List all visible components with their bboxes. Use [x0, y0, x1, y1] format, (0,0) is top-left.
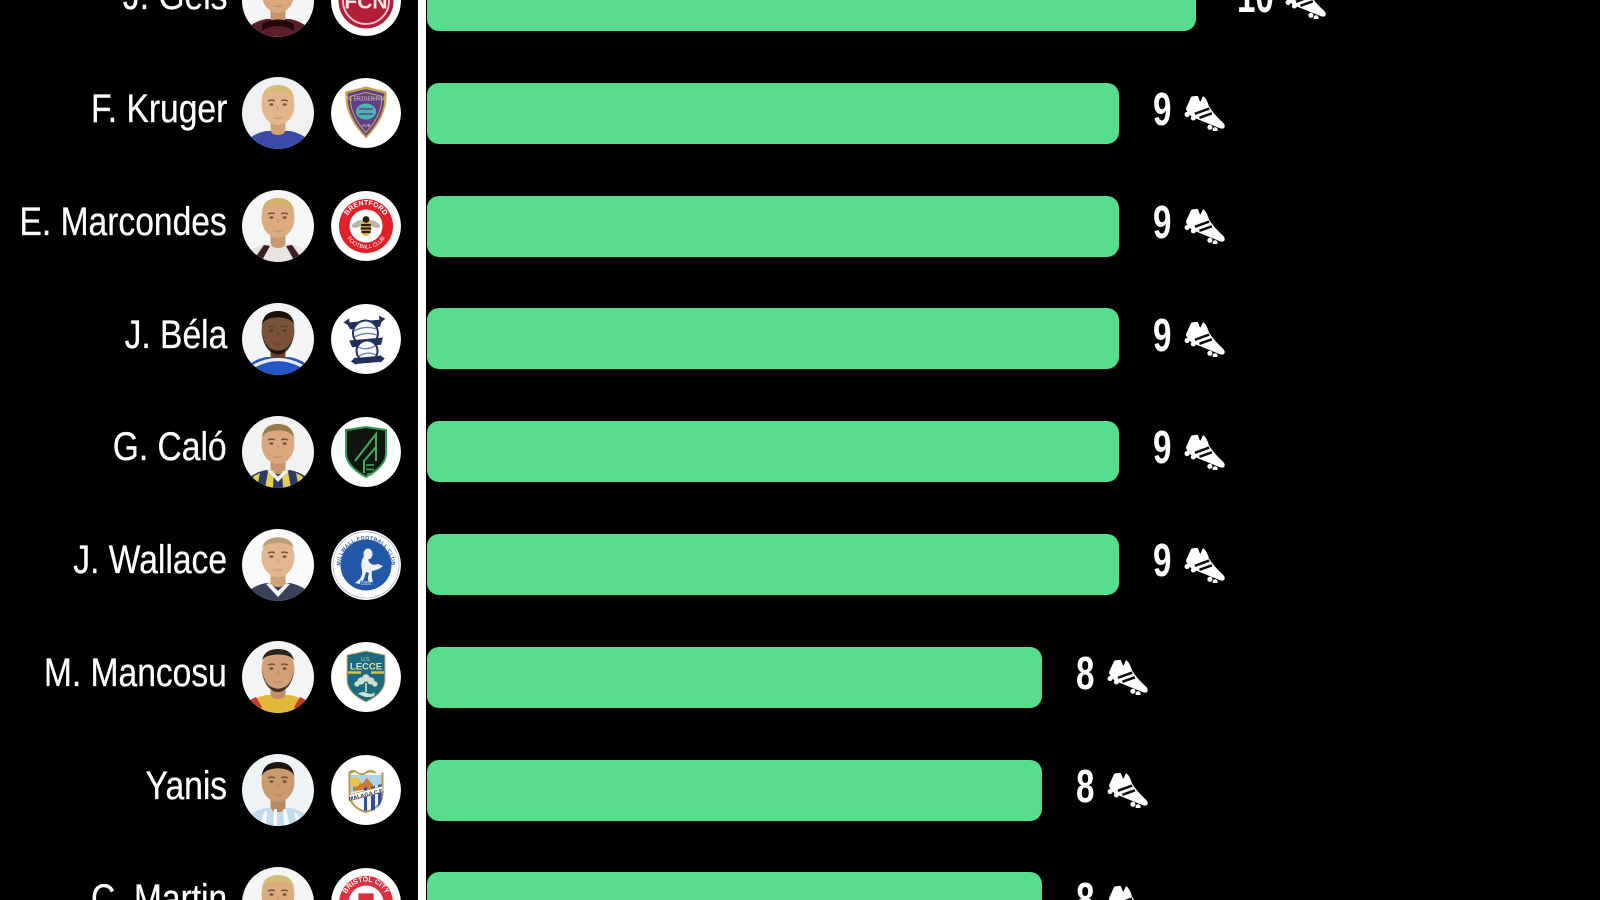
svg-text:FCN: FCN — [344, 0, 387, 13]
svg-text:FC ERZGEBIRGE: FC ERZGEBIRGE — [346, 97, 388, 103]
svg-text:1885: 1885 — [360, 581, 371, 587]
svg-text:LECCE: LECCE — [350, 662, 382, 673]
svg-text:AUE: AUE — [361, 123, 370, 128]
svg-text:U.S.: U.S. — [361, 657, 371, 663]
